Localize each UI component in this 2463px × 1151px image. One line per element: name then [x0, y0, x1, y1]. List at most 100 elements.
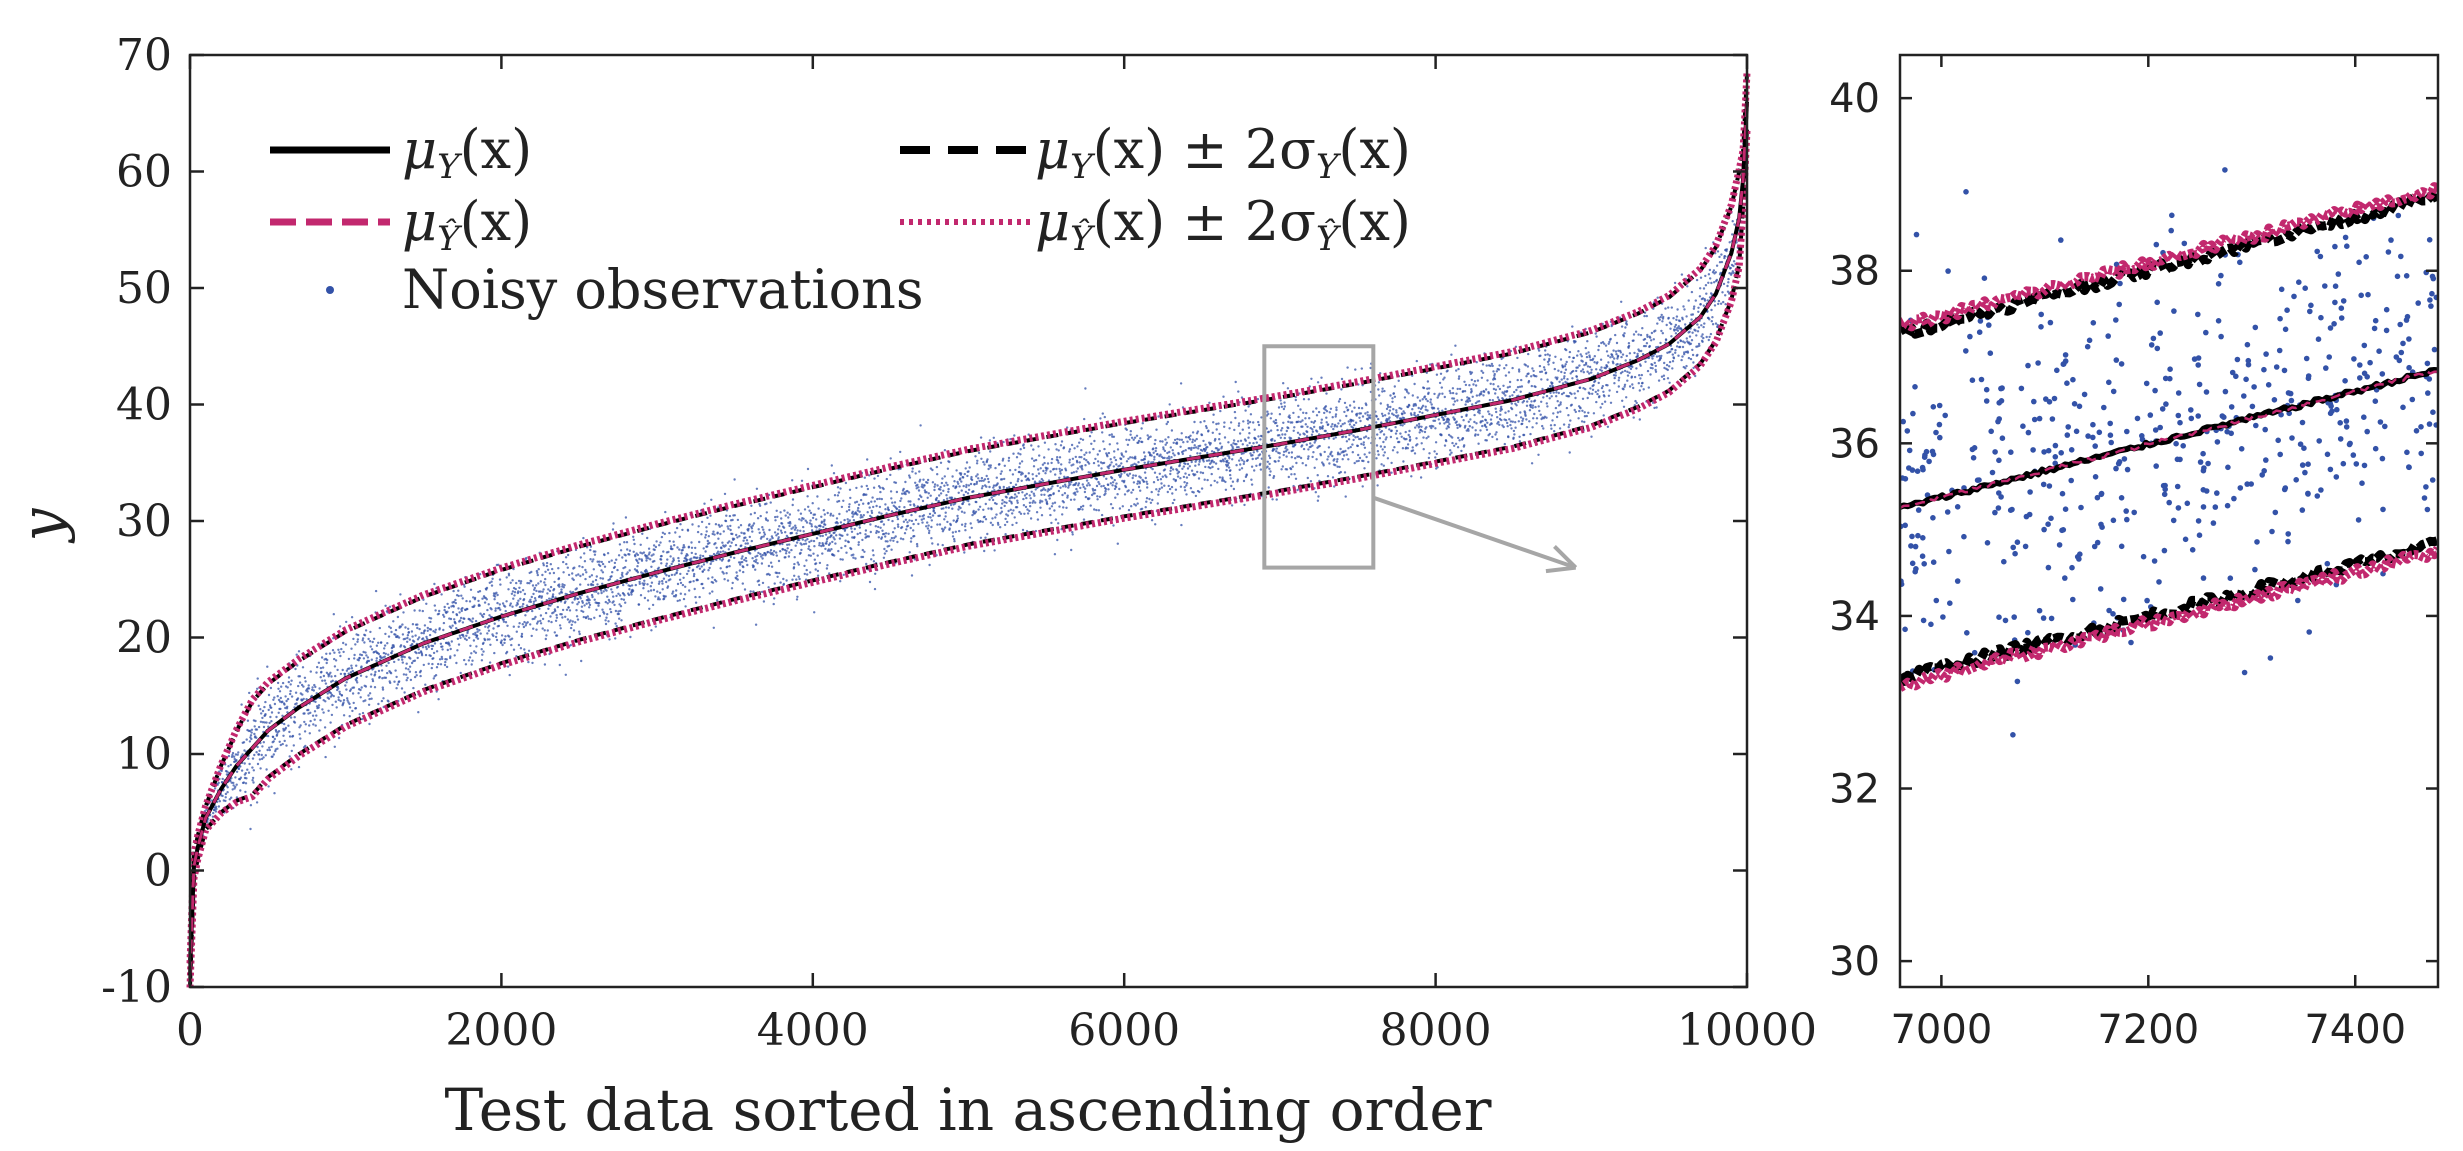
observation-point — [920, 518, 923, 521]
observation-point — [313, 683, 316, 687]
observation-point — [615, 558, 618, 561]
observation-point — [579, 556, 582, 559]
observation-point — [574, 621, 577, 624]
observation-point — [1014, 483, 1018, 486]
observation-point — [469, 644, 472, 647]
observation-point — [564, 556, 568, 559]
observation-point — [353, 657, 356, 660]
observation-point — [513, 594, 516, 597]
observation-point — [356, 638, 360, 641]
observation-point — [1279, 436, 1283, 439]
observation-point — [405, 662, 408, 665]
observation-point — [1309, 442, 1312, 445]
observation-point — [942, 499, 946, 502]
observation-point — [518, 605, 522, 609]
observation-point — [267, 693, 271, 697]
observation-point — [356, 640, 359, 643]
observation-point — [1301, 444, 1304, 447]
observation-point — [612, 595, 615, 598]
observation-point — [1444, 407, 1447, 411]
observation-point — [412, 686, 415, 690]
observation-point — [1141, 440, 1144, 444]
observation-point — [246, 768, 249, 771]
observation-point — [709, 562, 712, 566]
observation-point — [1003, 500, 1006, 504]
observation-point — [1343, 471, 1347, 474]
observation-point — [374, 670, 377, 674]
observation-point — [1274, 418, 1278, 422]
observation-point — [620, 597, 623, 601]
observation-point — [241, 753, 244, 756]
observation-point — [1422, 448, 1425, 451]
observation-point — [946, 520, 949, 524]
observation-point — [821, 534, 824, 538]
observation-point — [896, 540, 899, 544]
observation-point — [1351, 426, 1355, 429]
observation-point — [1434, 456, 1437, 459]
observation-point — [614, 637, 617, 640]
observation-point — [488, 661, 492, 664]
observation-point — [922, 486, 925, 489]
observation-point — [1081, 468, 1084, 471]
observation-point — [1096, 453, 1100, 456]
observation-point — [232, 781, 235, 785]
observation-point — [629, 584, 632, 588]
observation-point — [1289, 437, 1293, 440]
observation-point — [1205, 459, 1209, 462]
observation-point — [1427, 391, 1430, 394]
observation-point — [457, 589, 460, 592]
observation-point — [1198, 460, 1201, 463]
observation-point — [254, 719, 257, 723]
observation-point — [1001, 499, 1004, 502]
observation-point — [1423, 395, 1427, 398]
observation-point — [1304, 423, 1308, 426]
observation-point — [589, 548, 592, 552]
observation-point — [1067, 486, 1070, 489]
observation-point — [432, 657, 435, 660]
observation-point — [815, 526, 818, 529]
observation-point — [549, 604, 552, 607]
observation-point — [319, 696, 322, 700]
observation-point — [226, 791, 229, 794]
observation-point — [515, 581, 518, 585]
observation-point — [703, 502, 706, 505]
observation-point — [368, 640, 372, 643]
observation-point — [1422, 436, 1425, 439]
observation-point — [347, 672, 350, 675]
observation-point — [1165, 441, 1169, 444]
observation-point — [1455, 420, 1458, 423]
observation-point — [384, 676, 388, 679]
observation-point — [1291, 421, 1294, 424]
observation-point — [297, 684, 300, 688]
observation-point — [1037, 445, 1040, 448]
observation-point — [571, 590, 575, 594]
observation-point — [524, 614, 527, 617]
observation-point — [1215, 447, 1219, 450]
observation-point — [1351, 451, 1355, 454]
observation-point — [588, 598, 591, 602]
observation-point — [289, 716, 293, 719]
observation-point — [587, 601, 591, 604]
observation-point — [579, 597, 582, 600]
observation-point — [358, 657, 361, 660]
observation-point — [911, 467, 914, 470]
observation-point — [299, 737, 302, 740]
observation-point — [809, 511, 813, 515]
observation-point — [1354, 421, 1358, 424]
observation-point — [812, 539, 816, 543]
observation-point — [1297, 436, 1301, 440]
observation-point — [731, 518, 734, 522]
observation-point — [1114, 485, 1118, 489]
observation-point — [261, 716, 264, 720]
observation-point — [1436, 396, 1439, 399]
observation-point — [741, 560, 744, 564]
observation-point — [406, 640, 409, 643]
observation-point — [1211, 431, 1215, 434]
observation-point — [1146, 482, 1149, 486]
observation-point — [303, 676, 307, 679]
observation-point — [1039, 467, 1042, 470]
observation-point — [1362, 441, 1366, 444]
observation-point — [1460, 398, 1463, 402]
observation-point — [664, 595, 667, 598]
observation-point — [1059, 472, 1062, 475]
